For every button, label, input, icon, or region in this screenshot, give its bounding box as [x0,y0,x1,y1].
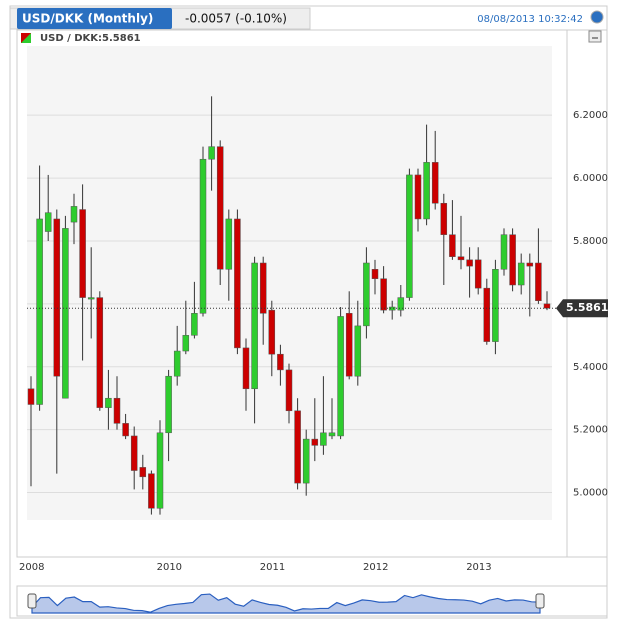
last-price-label: 5.5861 [566,301,608,314]
candle-body [87,297,95,300]
y-tick-label: 6.0000 [573,173,608,184]
navigator-handle[interactable] [535,593,545,609]
candle-body [423,162,430,220]
navigator-handle[interactable] [27,593,37,609]
navigator-area [31,593,541,614]
candle-body [543,303,551,309]
icon-button[interactable] [590,10,604,24]
plot-area [27,46,552,520]
candle-body [406,174,413,298]
candle-body [345,313,353,377]
candle-body [36,218,43,405]
legend-icon [21,33,31,43]
x-tick-label: 2008 [19,562,44,573]
y-tick-label: 5.4000 [573,362,608,373]
y-tick-label: 5.2000 [573,425,608,436]
candle-body [216,146,224,270]
candle-body [414,174,422,220]
minimize-button[interactable] [588,30,602,43]
candle-body [431,162,439,204]
candle-body [302,438,310,484]
candle-body [44,212,52,232]
candle-body [208,146,215,160]
candle-body [268,309,276,355]
timestamp: 08/08/2013 10:32:42 [477,14,583,25]
candle-body [466,259,473,267]
candle-body [285,369,293,412]
candle-body [492,269,499,342]
candle-body [259,262,267,314]
candle-body [311,438,319,446]
candle-body [457,256,465,261]
candle-body [139,467,147,478]
candle-body [535,262,542,301]
title-tab [17,8,172,29]
candle-body [474,259,482,289]
x-tick-label: 2010 [157,562,182,573]
candle-body [105,397,112,408]
candle-body [380,278,387,311]
candle-body [130,435,138,471]
candle-body [165,375,172,434]
candle-body [148,473,155,509]
candle-body [337,316,344,437]
y-tick-label: 5.0000 [573,488,608,499]
candle-body [182,335,190,352]
candle-body [242,347,250,390]
candle-body [234,218,241,349]
candle-body [199,158,207,314]
chart-title: USD/DKK (Monthly) [22,12,153,26]
candle-body [388,306,396,311]
candle-body [79,209,86,298]
legend: USD / DKK:5.5861 [40,33,141,44]
candle-body [173,350,181,377]
candle-body [122,423,129,437]
candle-body [328,432,336,437]
candle-body [449,234,456,257]
x-tick-label: 2012 [363,562,388,573]
candle-body [156,432,164,509]
last-price-tag [556,299,608,318]
candle-body [251,262,258,390]
candle-body [62,228,69,399]
candle-body [53,218,61,377]
candle-body [363,262,370,327]
y-tick-label: 5.8000 [573,236,608,247]
candle-body [27,388,35,405]
y-tick-label: 6.2000 [573,110,608,121]
candle-body [96,297,104,408]
candle-body [277,353,284,371]
candle-body [500,234,508,270]
candle-body [354,325,362,377]
candle-body [517,262,525,286]
candle-body [371,269,379,279]
candle-body [397,297,405,311]
candle-body [526,262,534,267]
candle-body [225,218,233,270]
candle-body [294,410,301,484]
candle-body [483,287,491,342]
candle-body [70,206,78,223]
change: -0.0057 (-0.10%) [185,12,287,26]
candle-body [320,432,327,446]
x-tick-label: 2013 [466,562,491,573]
candle-body [509,234,516,286]
candle-body [440,202,448,235]
x-tick-label: 2011 [260,562,285,573]
candle-body [191,313,198,336]
candle-body [113,397,121,424]
